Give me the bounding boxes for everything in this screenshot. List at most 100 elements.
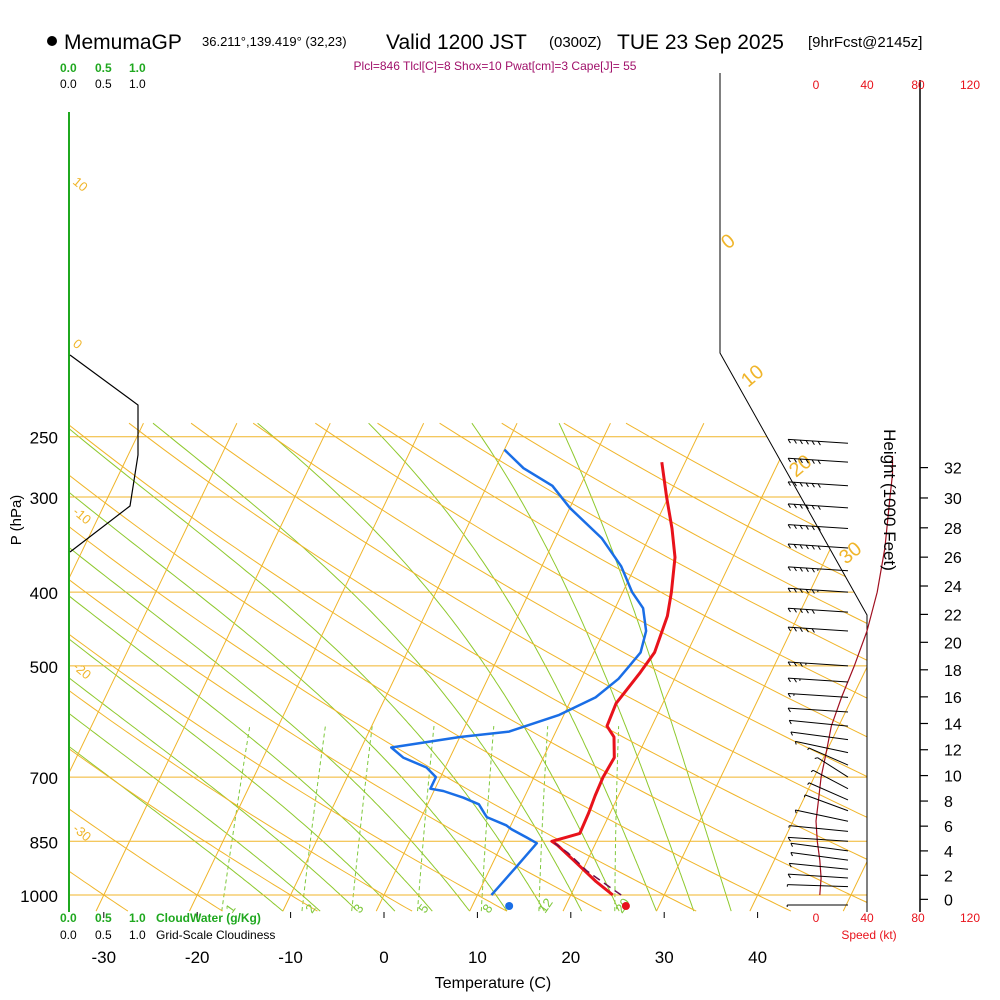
barb-feather-29-4 [811,459,815,464]
wind-barb-2 [787,873,849,879]
barb-feather-28-5 [817,483,821,488]
cloudiness-curve [69,354,139,553]
barb-feather-21-4 [811,628,815,633]
wind-barb-17 [787,707,849,713]
mixing-label-1: 2 [302,901,318,916]
wind-barb-1 [786,884,849,888]
barb-feather-20-2 [799,662,803,667]
cw-bot-2: 1.0 [129,911,146,925]
wind-barb-23 [787,587,849,594]
height-tick-14: 14 [944,716,962,733]
x-tick-10: 10 [468,948,487,967]
speed-top-2: 80 [911,78,925,92]
dry-adiabat-50 [70,422,867,912]
dry-adiabats [70,422,867,912]
barb-feather-22-4 [811,609,815,614]
barb-feather-16-0 [788,720,792,725]
dry-adiabat-90 [315,422,867,912]
dry-adiabat-70 [190,422,867,912]
mixing-label-5: 12 [535,895,556,915]
moist-label-3: 30 [835,538,866,569]
barb-feather-29-0 [787,458,791,463]
barb-feather-2-0 [787,873,791,879]
moist-adiabat-34 [471,422,695,912]
wind-barb-0 [786,904,848,907]
isotherm--10 [282,423,518,912]
cl-bot-1: 0.5 [95,928,112,942]
isotherms [70,423,867,912]
p-label-700: 700 [30,769,58,788]
x-axis-label: Temperature (C) [435,975,551,992]
dry-adiabat-40 [70,422,792,912]
barb-feather-20-1 [793,662,797,667]
moist-adiabat-38 [558,422,732,912]
barb-feather-27-3 [805,504,809,510]
moist-adiabat--6 [70,422,321,912]
mixing-label-3: 5 [415,901,431,916]
barb-staff-12 [817,757,849,778]
barb-feather-22-3 [805,609,809,614]
wind-barb-18 [787,692,849,698]
cl-bot-0: 0.0 [60,928,77,942]
barb-feather-15-0 [790,731,793,736]
wind-barb-9 [803,794,849,812]
barb-feather-14-0 [794,741,797,745]
moist-adiabat--10 [70,422,284,912]
barb-feather-30-5 [817,441,821,446]
barb-feather-21-2 [799,627,803,632]
surface-temp-marker [621,902,630,910]
mixing-ratio-3 [351,726,373,912]
barb-feather-19-1 [793,678,797,683]
coords: 36.211°,139.419° (32,23) [202,34,347,49]
barb-staff-19 [788,677,849,683]
barb-feather-23-2 [799,588,803,594]
cw-bot-0: 0.0 [60,911,77,925]
wind-barb-6 [787,836,849,842]
barb-feather-27-0 [787,503,791,508]
speed-bot-2: 80 [911,911,925,925]
barb-feather-24-1 [793,566,797,572]
p-label-850: 850 [30,833,58,852]
p-label-300: 300 [30,489,58,508]
barb-staff-11 [812,769,849,790]
pressure-labels: 250 300 400 500 700 850 1000 [20,429,58,906]
wind-barb-24 [787,566,849,573]
p-label-400: 400 [30,584,58,603]
parcel-line [554,842,622,896]
speed-scale-bottom: 0 40 80 120 Speed (kt) [813,911,981,942]
height-tick-18: 18 [944,663,962,680]
barb-feather-8-0 [794,809,797,814]
cl-top-1: 0.5 [95,77,112,91]
isobars [70,436,867,896]
p-label-250: 250 [30,429,58,448]
height-tick-26: 26 [944,550,962,567]
cloudwater-scale-bottom: 0.0 0.5 1.0 CloudWater (g/Kg) 0.0 0.5 1.… [60,911,275,942]
mixing-ratio-8 [480,726,495,912]
barb-feather-6-0 [787,837,791,842]
moist-adiabats [70,422,732,912]
wind-barb-4 [790,852,849,861]
cl-bot-2: 1.0 [129,928,146,942]
wind-barb-16 [788,719,849,727]
barb-feather-10-0 [807,782,810,785]
isotherm-10 [469,423,705,912]
height-tick-22: 22 [944,607,962,624]
wind-barb-13 [807,747,849,766]
x-tick-20: 20 [561,948,580,967]
speed-axis-label: Speed (kt) [841,928,896,942]
mixing-ratio-12 [538,726,549,912]
mixing-ratio-1 [221,726,251,912]
barb-feather-26-2 [799,525,803,530]
barb-staff-16 [789,719,849,727]
isotherm--50 [70,423,144,912]
model-name: MemumaGP [64,31,182,54]
barb-staff-24 [788,566,849,572]
barb-staff-13 [808,747,849,766]
barb-feather-27-5 [817,505,821,510]
height-tick-16: 16 [944,690,962,707]
barb-feather-23-3 [805,589,809,594]
wind-barb-25 [787,543,849,551]
stability-indices: Plcl=846 Tlcl[C]=8 Shox=10 Pwat[cm]=3 Ca… [354,59,637,73]
barb-feather-29-3 [805,459,809,464]
